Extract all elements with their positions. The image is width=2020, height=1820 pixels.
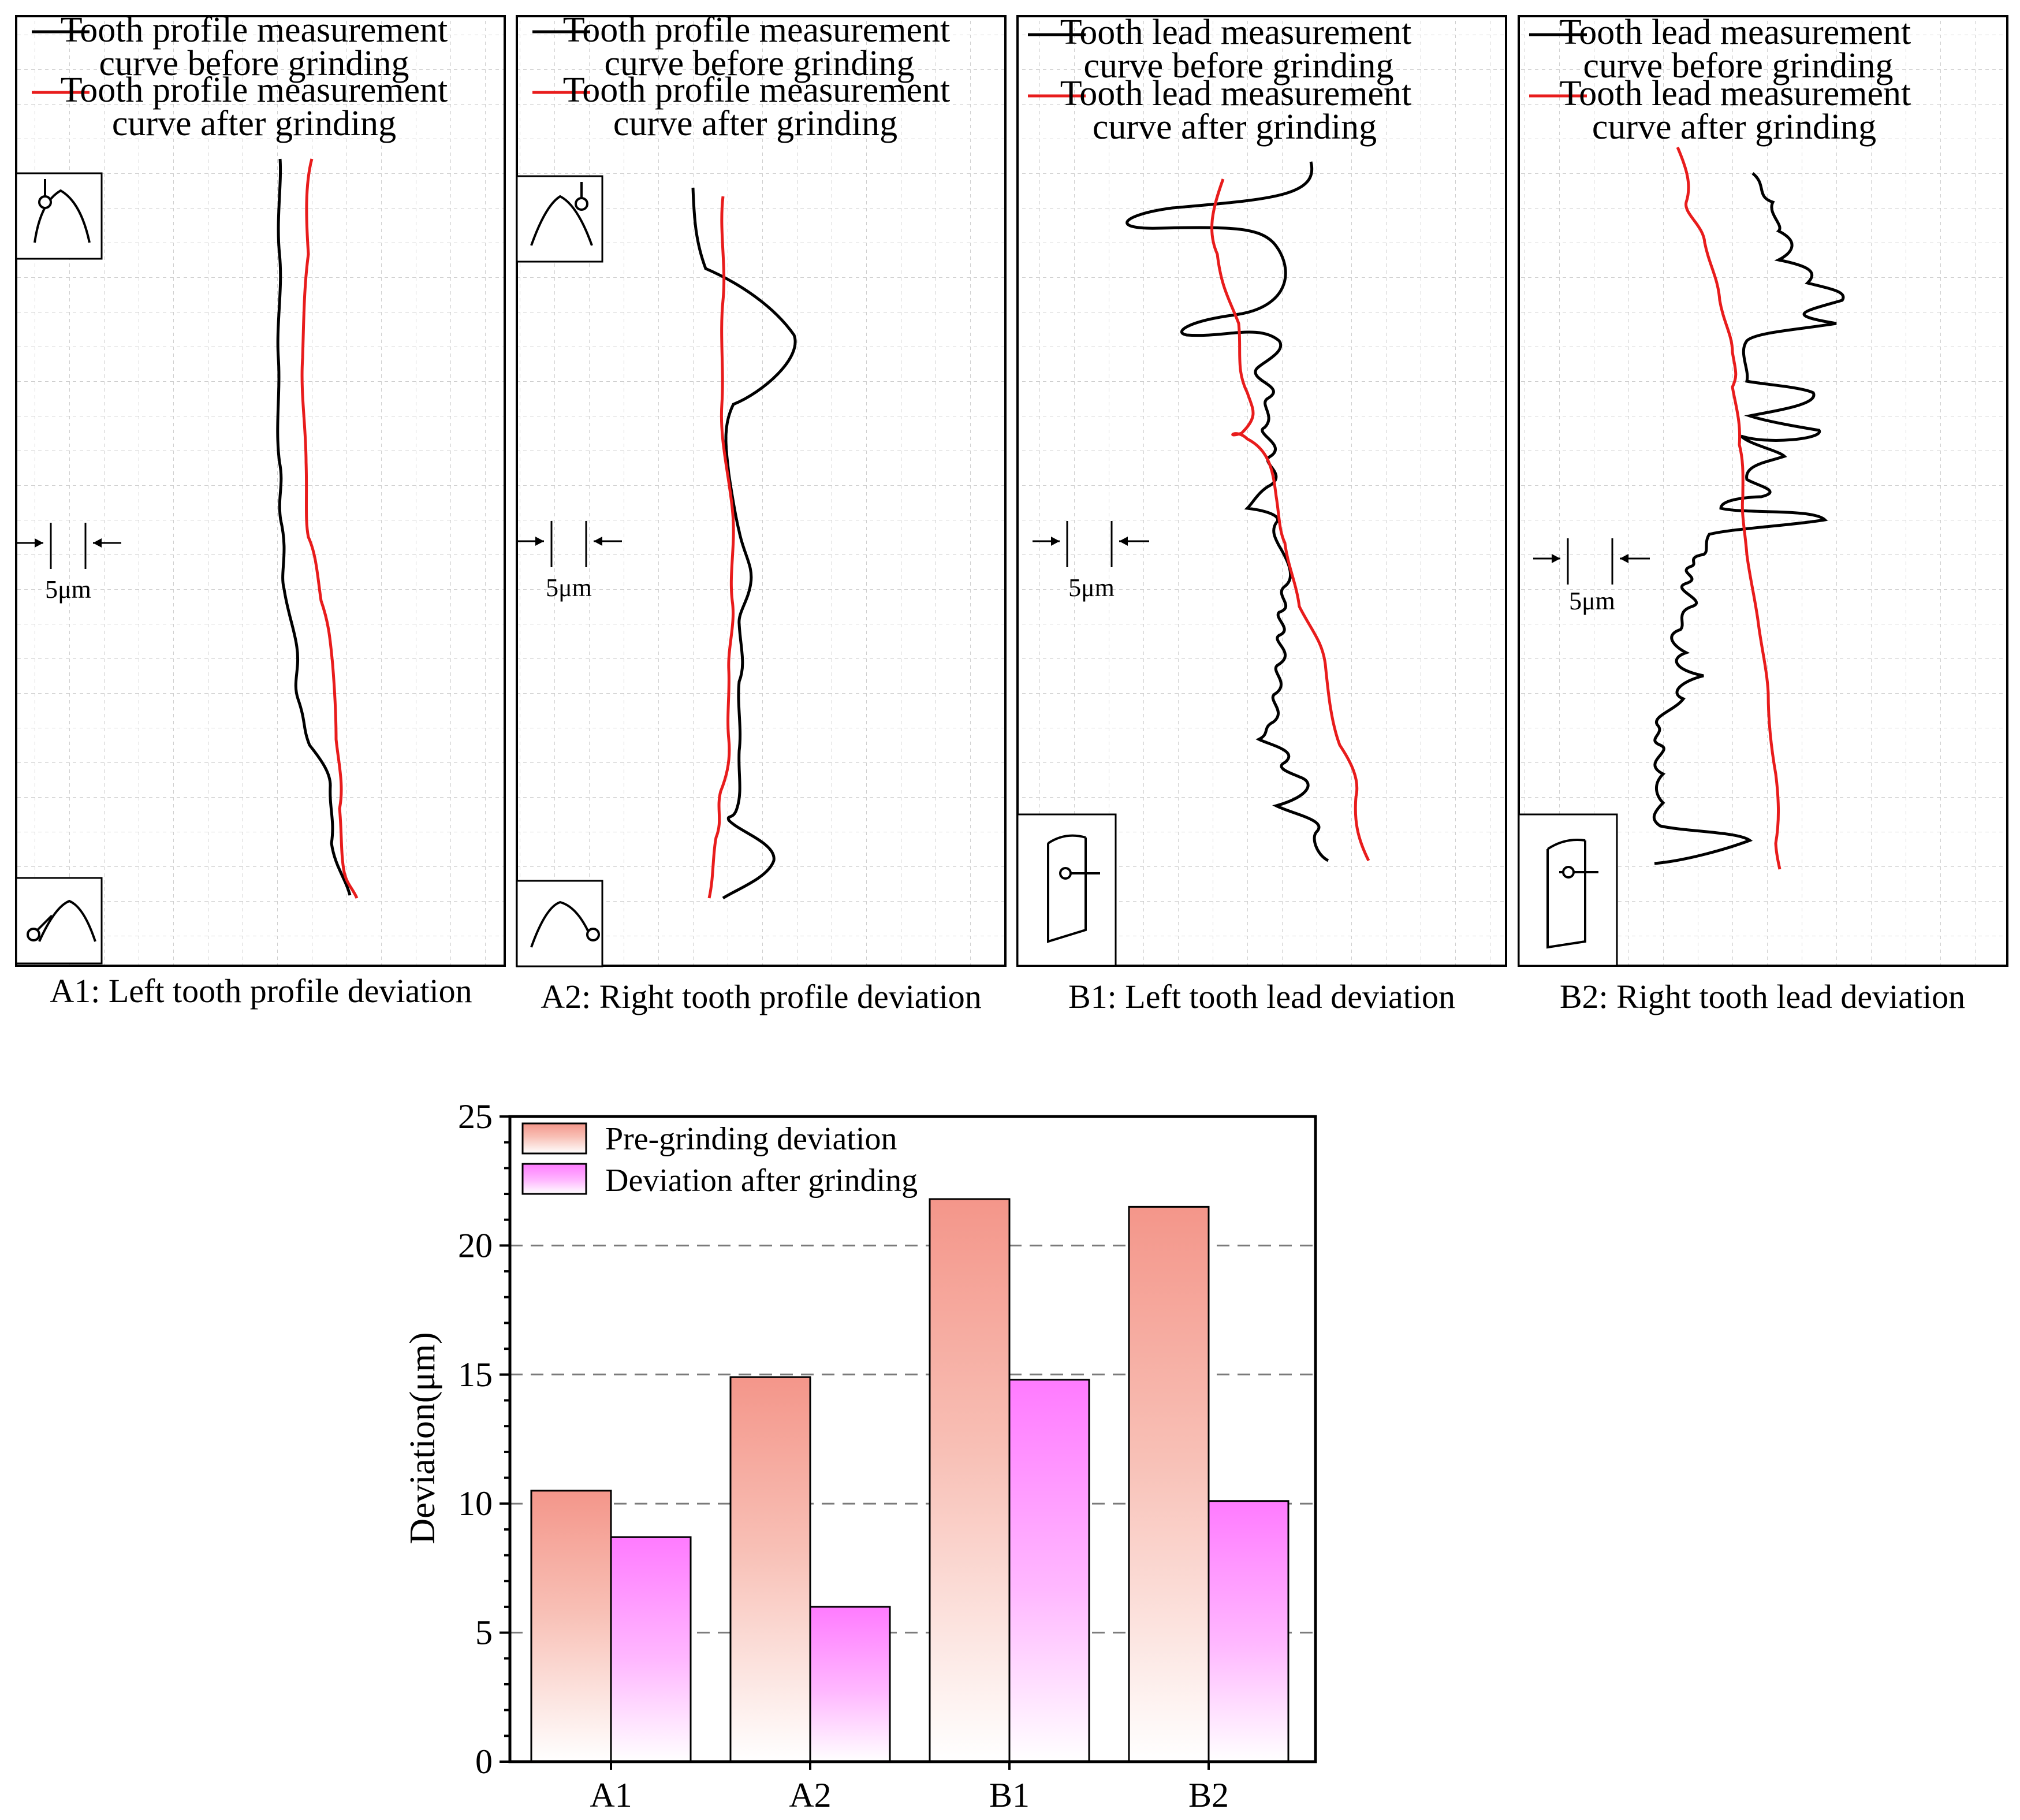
- scale-label: 5μm: [1068, 574, 1115, 602]
- bar-a2-post: [809, 1606, 891, 1763]
- y-tick-label-10: 10: [458, 1484, 493, 1523]
- scale-bar: 5μm: [16, 523, 121, 604]
- bar-chart: A1 A2 B1 B2 0 5 10 15 20 25 Deviation(μm) Pre-gri…: [403, 1097, 1317, 1814]
- lead-curve-after: [1676, 147, 1782, 870]
- bar-b2-post: [1207, 1500, 1289, 1763]
- tooth-root-probe-icon: [15, 877, 103, 965]
- legend-after-line1: Tooth profile measurement: [61, 70, 448, 110]
- legend-after-line1: Tooth profile measurement: [563, 70, 951, 110]
- scale-label: 5μm: [1569, 587, 1615, 615]
- scale-bar: 5μm: [1533, 538, 1650, 615]
- legend-before-line1: Tooth profile measurement: [563, 10, 951, 50]
- legend-after-line2: curve after grinding: [613, 104, 897, 143]
- x-tick-label-a1: A1: [590, 1776, 632, 1814]
- panel-b2-frame: [1518, 15, 2008, 967]
- bar-a1-pre: [530, 1490, 612, 1763]
- legend-before-line1: Tooth profile measurement: [61, 10, 448, 50]
- legend-before-line2: curve before grinding: [604, 44, 914, 83]
- legend-label-post: Deviation after grinding: [605, 1163, 918, 1199]
- legend-before-line2: curve before grinding: [1583, 46, 1893, 85]
- tooth-tip-probe-icon: [516, 175, 603, 263]
- profile-curve-after: [707, 196, 735, 899]
- profile-curve-after: [300, 158, 359, 899]
- panel-a2: Tooth profile measurement curve before g…: [516, 10, 1007, 967]
- bar-a1-post: [610, 1536, 692, 1763]
- caption-a1: A1: Left tooth profile deviation: [50, 972, 472, 1010]
- y-tick-label-25: 25: [458, 1097, 493, 1136]
- scale-bar: 5μm: [517, 521, 622, 602]
- caption-a2: A2: Right tooth profile deviation: [541, 978, 982, 1015]
- legend-label-pre: Pre-grinding deviation: [605, 1121, 897, 1157]
- lead-curve-after: [1210, 178, 1370, 862]
- panel-b2: Tooth lead measurement curve before grin…: [1518, 13, 2008, 967]
- legend-before-line2: curve before grinding: [1083, 46, 1393, 85]
- y-tick-label-0: 0: [475, 1743, 493, 1781]
- lead-curve-before: [1125, 161, 1329, 862]
- panel-a1: Tooth profile measurement curve before g…: [15, 10, 506, 967]
- y-tick-label-15: 15: [458, 1356, 493, 1394]
- scale-label: 5μm: [45, 575, 91, 604]
- legend-swatch-pre: [521, 1122, 587, 1155]
- bar-legend: Pre-grinding deviation Deviation after g…: [521, 1121, 918, 1199]
- scale-label: 5μm: [546, 574, 592, 602]
- panel-b1: Tooth lead measurement curve before grin…: [1016, 13, 1507, 967]
- tooth-flank-probe-icon: [1518, 813, 1618, 967]
- bar-b1-post: [1008, 1379, 1090, 1763]
- panel-a1-frame: [15, 15, 506, 967]
- bar-a2-pre: [729, 1376, 811, 1763]
- bar-marks: [530, 1198, 1289, 1763]
- caption-b2: B2: Right tooth lead deviation: [1560, 978, 1965, 1015]
- x-tick-label-a2: A2: [789, 1776, 831, 1814]
- x-tick-label-b1: B1: [989, 1776, 1030, 1814]
- legend-after-line1: Tooth lead measurement: [1060, 74, 1412, 113]
- scale-bar: 5μm: [1033, 521, 1149, 602]
- y-tick-label-20: 20: [458, 1226, 493, 1264]
- caption-b1: B1: Left tooth lead deviation: [1068, 978, 1455, 1015]
- y-axis-title: Deviation(μm): [403, 1332, 442, 1544]
- legend-after-line2: curve after grinding: [1093, 107, 1377, 147]
- tooth-root-probe-icon: [516, 880, 603, 967]
- tooth-flank-probe-icon: [1016, 813, 1117, 967]
- profile-curve-before: [691, 187, 797, 900]
- bar-b1-pre: [929, 1198, 1011, 1763]
- bar-b2-pre: [1128, 1205, 1210, 1763]
- legend-before-line2: curve before grinding: [99, 44, 409, 83]
- legend-after-line2: curve after grinding: [112, 104, 396, 143]
- panel-b1-frame: [1016, 15, 1507, 967]
- x-tick-label-b2: B2: [1188, 1776, 1229, 1814]
- legend-swatch-post: [521, 1163, 587, 1195]
- y-tick-label-5: 5: [475, 1614, 493, 1652]
- legend-before-line1: Tooth lead measurement: [1060, 13, 1412, 52]
- legend-after-line1: Tooth lead measurement: [1560, 74, 1911, 113]
- plot-frame: [508, 1115, 1317, 1763]
- profile-curve-before: [276, 158, 352, 896]
- panel-a2-frame: [516, 15, 1007, 967]
- bar-axes: A1 A2 B1 B2 0 5 10 15 20 25: [458, 1097, 1229, 1814]
- lead-curve-before: [1652, 172, 1845, 865]
- tooth-tip-probe-icon: [15, 172, 103, 260]
- legend-before-line1: Tooth lead measurement: [1560, 13, 1911, 52]
- legend-after-line2: curve after grinding: [1592, 107, 1876, 147]
